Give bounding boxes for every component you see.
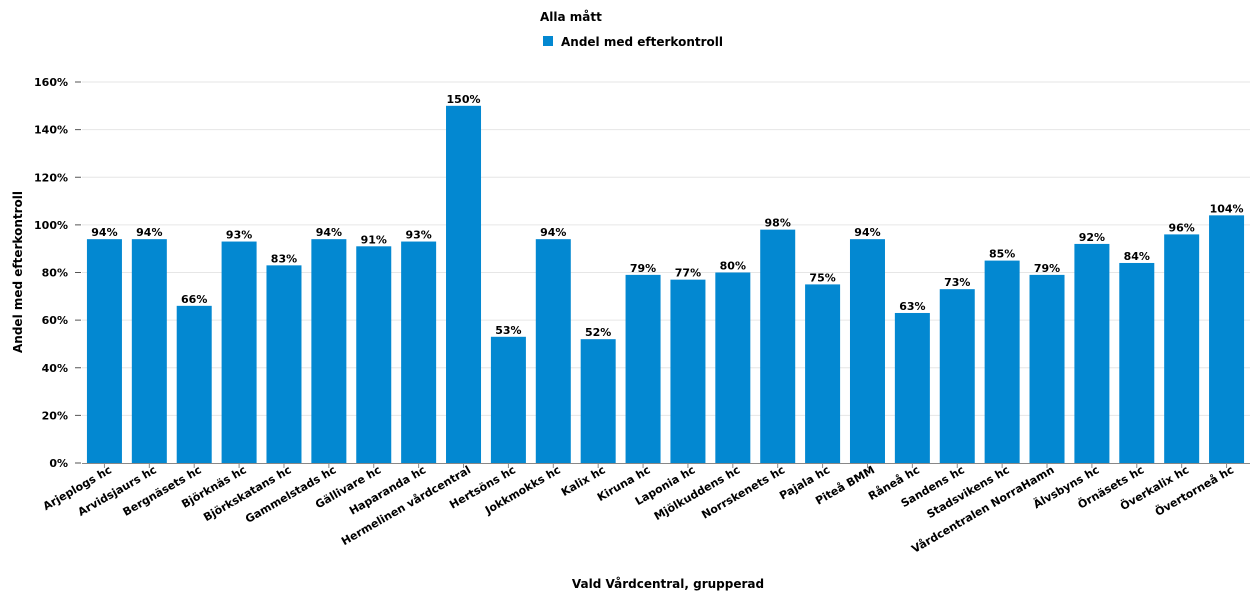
data-label: 77% xyxy=(675,267,701,280)
bar[interactable] xyxy=(805,284,841,463)
bar[interactable] xyxy=(490,336,526,463)
data-label: 104% xyxy=(1210,202,1244,215)
data-label: 80% xyxy=(720,260,746,273)
data-label: 84% xyxy=(1124,250,1150,263)
bar[interactable] xyxy=(984,260,1020,463)
data-label: 83% xyxy=(271,252,297,265)
bar[interactable] xyxy=(939,289,975,463)
bar[interactable] xyxy=(715,272,751,464)
data-label: 96% xyxy=(1169,221,1195,234)
bar[interactable] xyxy=(580,339,616,463)
data-label: 92% xyxy=(1079,231,1105,244)
data-label: 94% xyxy=(136,226,162,239)
data-label: 94% xyxy=(316,226,342,239)
bar[interactable] xyxy=(266,265,302,463)
bar[interactable] xyxy=(86,239,122,463)
data-label: 94% xyxy=(91,226,117,239)
data-label: 53% xyxy=(495,324,521,337)
bar[interactable] xyxy=(1164,234,1200,463)
y-tick-label: 120% xyxy=(34,171,68,184)
bar[interactable] xyxy=(625,274,661,463)
bar[interactable] xyxy=(849,239,885,463)
bar[interactable] xyxy=(356,246,392,463)
data-labels: 94% 94% 66% 93% 83% 94% 91% 93% 150% 53% 94% 52% 79%… xyxy=(91,93,1243,339)
data-label: 85% xyxy=(989,248,1015,261)
y-tick-label: 160% xyxy=(34,76,68,89)
data-label: 75% xyxy=(809,271,835,284)
y-tick-label: 140% xyxy=(34,124,68,137)
x-category-label: Norrskenets hc xyxy=(699,463,787,521)
data-label: 98% xyxy=(765,217,791,230)
bar[interactable] xyxy=(221,241,257,463)
bar[interactable] xyxy=(894,312,930,463)
data-label: 93% xyxy=(226,229,252,242)
data-label: 150% xyxy=(447,93,481,106)
bar[interactable] xyxy=(1209,215,1245,463)
bar[interactable] xyxy=(670,279,706,463)
bar[interactable] xyxy=(131,239,167,463)
bar[interactable] xyxy=(176,305,212,463)
bar[interactable] xyxy=(401,241,437,463)
data-label: 66% xyxy=(181,293,207,306)
y-tick-label: 20% xyxy=(42,409,68,422)
x-category-label: Bergnäsets hc xyxy=(121,463,204,518)
y-tick-label: 100% xyxy=(34,219,68,232)
bars xyxy=(86,105,1245,464)
data-label: 73% xyxy=(944,276,970,289)
y-tick-label: 80% xyxy=(42,267,68,280)
bar[interactable] xyxy=(446,105,482,463)
data-label: 79% xyxy=(1034,262,1060,275)
bar[interactable] xyxy=(1029,274,1065,463)
bar[interactable] xyxy=(535,239,571,463)
bar[interactable] xyxy=(760,229,796,463)
data-label: 63% xyxy=(899,300,925,313)
y-tick-label: 40% xyxy=(42,362,68,375)
x-category-label: Arvidsjaurs hc xyxy=(76,463,159,519)
data-label: 79% xyxy=(630,262,656,275)
data-label: 91% xyxy=(361,233,387,246)
data-label: 94% xyxy=(540,226,566,239)
data-label: 94% xyxy=(854,226,880,239)
legend-label[interactable]: Andel med efterkontroll xyxy=(561,35,723,49)
x-axis-title: Vald Vårdcentral, grupperad xyxy=(572,577,764,591)
y-tick-label: 0% xyxy=(49,457,68,470)
y-tick-label: 60% xyxy=(42,314,68,327)
legend-title: Alla mått xyxy=(540,10,602,24)
x-category-label: Övertorneå hc xyxy=(1152,462,1236,518)
y-axis-ticks: 0% 20% 40% 60% 80% 100% 120% 140% 160% xyxy=(34,76,81,470)
legend-swatch[interactable] xyxy=(543,36,553,46)
bar[interactable] xyxy=(1074,243,1110,463)
x-category-label: Jokkmokks hc xyxy=(482,463,563,517)
bar[interactable] xyxy=(311,239,347,463)
bar[interactable] xyxy=(1119,262,1155,463)
y-axis-title: Andel med efterkontroll xyxy=(11,191,25,353)
data-label: 52% xyxy=(585,326,611,339)
data-label: 93% xyxy=(405,229,431,242)
